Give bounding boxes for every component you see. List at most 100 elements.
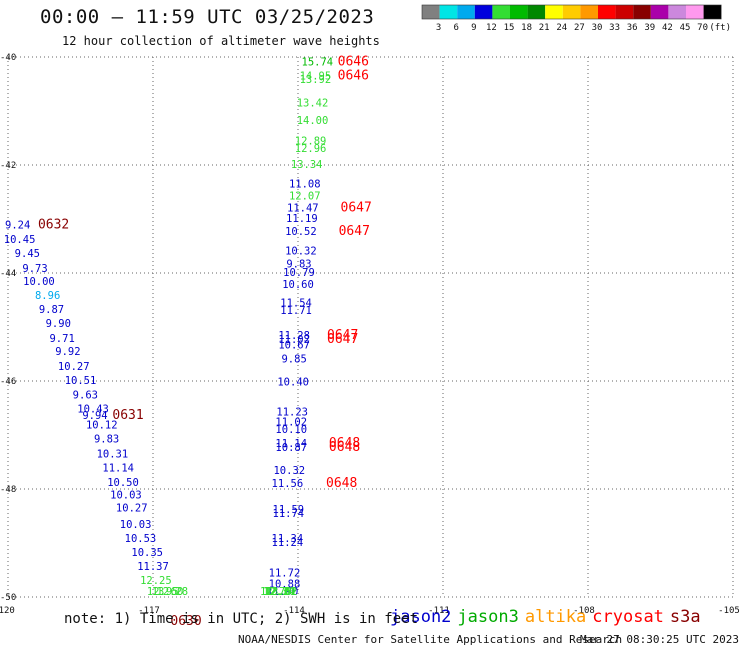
swh-value: 11.28 xyxy=(278,330,310,342)
colorbar-swatch xyxy=(474,5,493,19)
colorbar-swatch xyxy=(492,5,510,19)
swh-value: 9.45 xyxy=(15,248,40,260)
swh-value: 10.32 xyxy=(273,465,305,477)
swh-value: 12.95 xyxy=(147,586,179,598)
y-tick-label: -48 xyxy=(0,485,16,495)
swh-value: 11.24 xyxy=(272,537,304,549)
swh-value: 12.28 xyxy=(157,586,189,598)
y-tick-label: -50 xyxy=(0,593,16,603)
swh-value: 12.34 xyxy=(263,586,295,598)
plot-grid xyxy=(7,56,734,598)
swh-value: 10.43 xyxy=(77,403,109,415)
swh-value: 11.54 xyxy=(280,297,312,309)
colorbar-label: 36 xyxy=(627,23,638,33)
swh-value: 12.89 xyxy=(295,135,327,147)
color-scale-legend: 3 6 9 12 15 18 21 24 27 30 33 36 39 42 45 70 (ft) xyxy=(421,4,731,33)
swh-value: 10.79 xyxy=(283,267,315,279)
swh-value: 11.02 xyxy=(278,334,310,346)
colorbar-swatch xyxy=(580,5,598,19)
swh-value: 10.32 xyxy=(285,246,317,258)
swh-value: 13.34 xyxy=(291,159,323,171)
chart-subtitle: 12 hour collection of altimeter wave hei… xyxy=(62,34,380,48)
swh-value: 11.90 xyxy=(267,586,299,598)
y-tick-label: -40 xyxy=(0,53,16,63)
x-tick-label: -114 xyxy=(283,606,305,616)
swh-value: 10.27 xyxy=(116,503,148,515)
time-label: 0630 xyxy=(170,614,201,629)
colorbar-label: 18 xyxy=(521,23,532,33)
swh-value: 10.52 xyxy=(285,226,317,238)
satellite-legend-jason3: jason3 xyxy=(457,607,519,627)
swh-value: 13.42 xyxy=(297,98,329,110)
colorbar-label: 6 xyxy=(453,23,458,33)
colorbar-swatch xyxy=(457,5,475,19)
swh-value: 12.70 xyxy=(260,586,292,598)
swh-value: 11.14 xyxy=(102,463,134,475)
colorbar-label: 30 xyxy=(592,23,603,33)
swh-value: 10.31 xyxy=(97,449,129,461)
swh-value: 9.94 xyxy=(82,410,107,422)
swh-value: 9.71 xyxy=(49,333,74,345)
colorbar-swatch xyxy=(545,5,563,19)
colorbar-swatch xyxy=(510,5,528,19)
swh-value: 10.50 xyxy=(107,477,139,489)
swh-value: 11.19 xyxy=(286,213,318,225)
colorbar-swatch xyxy=(422,5,440,19)
x-tick-label: -105 xyxy=(718,606,740,616)
swh-value: 10.87 xyxy=(275,442,307,454)
swh-value: 9.90 xyxy=(46,318,71,330)
swh-value: 11.74 xyxy=(273,508,305,520)
y-tick-label: -42 xyxy=(0,161,16,171)
swh-value: 11.71 xyxy=(280,305,312,317)
colorbar-label: 9 xyxy=(471,23,476,33)
swh-value: 10.40 xyxy=(277,376,309,388)
colorbar-label: 39 xyxy=(644,23,655,33)
time-label: 0648 xyxy=(329,440,360,455)
swh-value: 9.73 xyxy=(22,263,47,275)
colorbar-label: 15 xyxy=(504,23,515,33)
swh-value: 10.60 xyxy=(282,279,314,291)
time-label: 0648 xyxy=(326,476,357,491)
swh-value: 10.35 xyxy=(131,547,163,559)
y-tick-label: -46 xyxy=(0,377,16,387)
time-label: 0646 xyxy=(338,69,369,84)
swh-value: 13.92 xyxy=(300,74,332,86)
colorbar-swatch xyxy=(650,5,669,19)
swh-value: 13.60 xyxy=(152,586,184,598)
colorbar-swatch xyxy=(668,5,686,19)
x-tick-label: -117 xyxy=(138,606,160,616)
time-label: 0646 xyxy=(338,55,369,70)
x-tick-label: -111 xyxy=(428,606,450,616)
colorbar-label: (ft) xyxy=(709,23,731,33)
colorbar-label: 24 xyxy=(556,23,567,33)
swh-value: 11.37 xyxy=(137,561,169,573)
satellite-legend-jason2: jason2 xyxy=(390,607,452,627)
swh-value: 9.24 xyxy=(5,220,30,232)
swh-value: 11.34 xyxy=(272,533,304,545)
satellite-legend-cryosat: cryosat xyxy=(592,607,664,627)
swh-value: 11.23 xyxy=(276,407,308,419)
y-tick-label: -44 xyxy=(0,269,16,279)
time-label: 0631 xyxy=(112,408,143,423)
colorbar-swatch xyxy=(598,5,616,19)
swh-value: 15.74 xyxy=(302,57,334,69)
swh-value: 11.14 xyxy=(275,438,307,450)
swh-value: 12.96 xyxy=(295,143,327,155)
swh-value: 12.20 xyxy=(264,586,296,598)
swh-value: 9.63 xyxy=(73,389,98,401)
colorbar-swatch xyxy=(615,5,634,19)
swh-value: 11.72 xyxy=(269,567,301,579)
swh-value: 9.92 xyxy=(55,346,80,358)
colorbar-swatch xyxy=(562,5,581,19)
colorbar-frame xyxy=(421,4,722,20)
swh-value: 11.08 xyxy=(289,179,321,191)
swh-value: 10.67 xyxy=(278,340,310,352)
swh-value: 10.10 xyxy=(275,424,307,436)
swh-value: 13.62 xyxy=(266,586,298,598)
time-label: 0632 xyxy=(38,218,69,233)
colorbar-swatch xyxy=(439,5,458,19)
footer-note: note: 1) Time is in UTC; 2) SWH is in fe… xyxy=(64,611,419,627)
satellite-legend: jason2 jason3 altika cryosat s3a xyxy=(390,607,707,627)
time-label: 0647 xyxy=(341,200,372,215)
